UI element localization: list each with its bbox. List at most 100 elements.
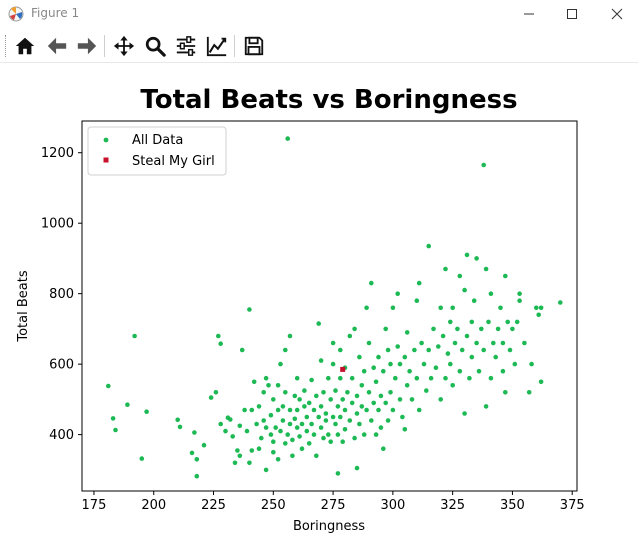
data-point-all-data [407, 368, 412, 374]
data-point-all-data [400, 414, 405, 420]
data-point-all-data [534, 305, 539, 311]
data-point-all-data [287, 421, 293, 427]
scatter-plot: 175 200 225 250 275 300 325 350 375 400 600 800 1000… [16, 120, 585, 534]
y-tick-label: 600 [49, 358, 74, 373]
data-point-all-data [223, 428, 228, 434]
maximize-icon [567, 9, 577, 19]
data-point-all-data [352, 435, 357, 441]
data-point-all-data [457, 368, 463, 374]
data-point-all-data [125, 402, 130, 408]
legend: All Data Steal My Girl [87, 126, 227, 176]
data-point-all-data [304, 428, 310, 434]
data-point-all-data [474, 340, 479, 346]
data-point-all-data [476, 368, 482, 374]
data-point-all-data [445, 351, 451, 356]
data-point-all-data [412, 347, 417, 353]
data-point-all-data [428, 375, 434, 381]
data-point-all-data [328, 439, 334, 445]
data-point-all-data [110, 416, 116, 421]
zoom-icon [145, 36, 166, 57]
legend-marker-all-data [103, 137, 109, 143]
data-point-all-data [409, 397, 415, 402]
data-point-all-data [354, 411, 360, 416]
data-point-all-data [235, 448, 240, 453]
minimize-icon [524, 13, 534, 15]
data-point-all-data [558, 300, 563, 305]
data-point-all-data [538, 305, 544, 311]
data-point-all-data [393, 375, 398, 381]
edit-axis-button[interactable] [204, 34, 230, 58]
forward-button[interactable] [74, 34, 100, 58]
zoom-button[interactable] [142, 34, 168, 58]
data-point-all-data [471, 298, 477, 303]
data-point-all-data [208, 395, 214, 400]
data-point-all-data [404, 330, 410, 335]
data-point-all-data [448, 361, 453, 367]
data-point-all-data [297, 434, 302, 439]
data-point-all-data [395, 344, 401, 349]
data-point-all-data [139, 456, 145, 461]
minimize-button[interactable] [506, 0, 552, 28]
data-point-all-data [352, 326, 357, 332]
data-point-all-data [318, 404, 324, 409]
subplots-icon [176, 36, 196, 56]
data-points [106, 136, 563, 479]
data-point-all-data [256, 446, 262, 452]
data-point-all-data [414, 298, 420, 303]
data-point-all-data [397, 361, 403, 367]
toolbar-separator [234, 35, 235, 57]
data-point-all-data [306, 441, 312, 446]
close-button[interactable] [594, 0, 638, 28]
pan-button[interactable] [111, 34, 137, 58]
x-tick-label: 375 [560, 498, 585, 513]
data-point-all-data [378, 425, 384, 430]
subplots-button[interactable] [173, 34, 199, 58]
data-point-all-data [443, 266, 448, 272]
data-point-all-data [263, 375, 269, 381]
data-point-all-data [366, 340, 372, 346]
figure-canvas[interactable]: Total Beats vs Boringness 175 200 225 250 27… [0, 63, 638, 543]
data-point-all-data [106, 383, 111, 389]
data-point-all-data [359, 383, 365, 388]
toolbar-separator [104, 35, 105, 57]
data-point-all-data [283, 441, 288, 446]
data-point-all-data [278, 428, 283, 434]
data-point-all-data [450, 383, 456, 388]
data-point-all-data [342, 407, 348, 413]
data-point-all-data [416, 407, 422, 413]
data-point-all-data [213, 390, 219, 395]
data-point-all-data [364, 407, 369, 413]
maximize-button[interactable] [549, 0, 595, 28]
data-point-all-data [216, 333, 221, 339]
back-button[interactable] [44, 34, 70, 58]
save-button[interactable] [241, 34, 267, 58]
data-point-all-data [314, 393, 319, 399]
data-point-all-data [271, 449, 276, 455]
data-point-all-data [385, 418, 391, 423]
x-tick-label: 225 [201, 498, 226, 513]
data-point-all-data [440, 333, 446, 339]
data-point-all-data [275, 457, 281, 462]
data-point-all-data [481, 162, 487, 168]
data-point-all-data [237, 423, 243, 429]
data-point-all-data [371, 365, 377, 371]
data-point-all-data [318, 358, 324, 363]
toolbar-grip[interactable] [5, 35, 9, 57]
forward-arrow-icon [77, 37, 97, 55]
data-point-all-data [175, 417, 180, 423]
home-button[interactable] [12, 34, 38, 58]
data-point-all-data [538, 379, 544, 385]
data-point-all-data [335, 471, 341, 476]
data-point-all-data [503, 390, 508, 395]
data-point-all-data [526, 390, 532, 395]
data-point-all-data [132, 333, 137, 339]
data-point-all-data [455, 326, 460, 332]
data-point-all-data [357, 354, 362, 360]
data-point-all-data [349, 375, 355, 381]
data-point-all-data [457, 273, 463, 279]
data-point-all-data [230, 434, 235, 439]
data-point-all-data [275, 407, 281, 413]
data-point-all-data [285, 432, 291, 437]
data-point-all-data [338, 375, 343, 381]
data-point-all-data [242, 407, 247, 413]
